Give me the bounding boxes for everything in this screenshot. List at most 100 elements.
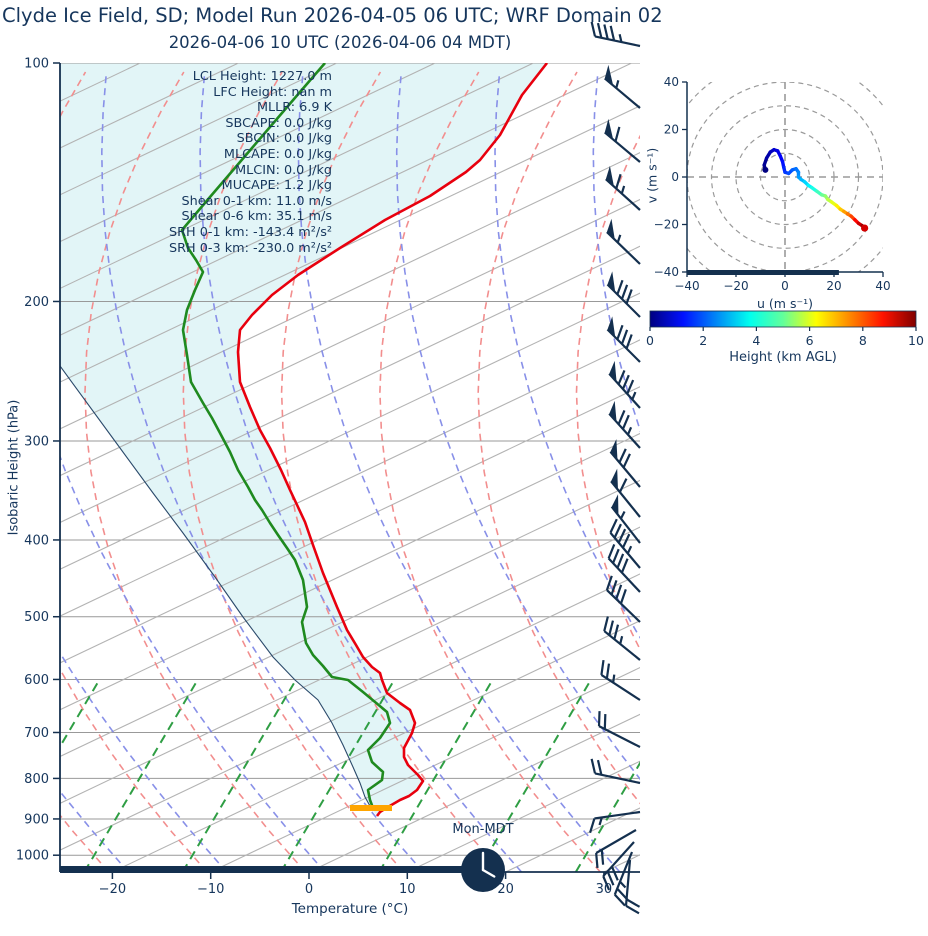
barb-staff [608,413,641,449]
hodograph-u-tick-label: −20 [723,279,748,293]
barb-full [625,289,633,304]
page-title: Clyde Ice Field, SD; Model Run 2026-04-0… [2,4,663,27]
barb-full [620,558,629,574]
pressure-tick-label: 600 [24,673,49,688]
barb-staff [606,328,641,363]
barb-half [626,426,633,436]
colorbar-tick-label: 4 [752,333,760,348]
barb-staff [594,35,641,48]
dry-adiabat-line [60,71,208,872]
barb-full [626,898,641,908]
dry-adiabat-line [182,71,405,872]
barb-full [616,553,625,569]
barb-full [616,279,624,295]
isotherm-line [60,105,640,383]
barb-full [600,849,605,865]
stat-shear-0-6km: Shear 0-6 km: 35.1 m/s [181,209,332,225]
dry-adiabat-line [575,134,640,652]
barb-pennant [607,271,616,293]
sounding-stats-panel: LCL Height: 1227.0 m LFC Height: nan m M… [60,69,332,256]
moist-adiabat-line [199,71,523,872]
dewpoint-curve [180,63,392,809]
barb-pennant [611,494,619,516]
wind-barb [603,616,641,661]
hodograph-u-tick-label: 40 [875,279,890,293]
hodograph-v-tick-label: 20 [664,123,679,137]
isotherm-line [60,63,632,336]
colorbar-label: Height (km AGL) [729,350,837,365]
barb-full [595,852,599,869]
barb-full [617,369,626,385]
isotherm-line [60,245,640,524]
colorbar-tick-label: 2 [699,333,707,348]
colorbar-tick-label: 10 [908,333,924,348]
barb-full [605,575,613,591]
wind-barb [597,711,641,748]
temperature-tick-label: −10 [197,882,224,897]
mixing-ratio-line [476,679,592,872]
barb-half [616,234,622,243]
isotherm-line [60,292,640,570]
hodograph-u-tick-label: 0 [781,279,789,293]
isotherm-line [60,63,534,290]
barb-staff [606,283,641,318]
barb-full [590,21,597,37]
barb-staff [610,480,641,518]
barb-full [603,616,609,632]
clock-hand [481,868,496,878]
barb-full [605,663,611,679]
wind-barb [590,21,641,48]
mixing-ratio-line [60,679,101,749]
stat-mllr: MLLR: 6.9 K [257,100,332,116]
stat-srh-0-3km: SRH 0-3 km: -230.0 m²/s² [169,240,332,256]
barb-full [618,478,628,493]
wind-barb [608,400,641,449]
barb-pennant [604,64,614,86]
pressure-tick-label: 300 [24,434,49,449]
barb-full [612,548,620,564]
barb-staff [602,841,635,877]
moist-adiabat-line [100,71,424,872]
mixing-ratio-line [280,679,396,872]
barb-staff [624,859,632,906]
barb-full [615,173,622,189]
temperature-tick-label: 0 [305,882,313,897]
wind-barb [606,218,641,265]
hodograph-v-tick-label: 0 [671,170,679,184]
barb-full [613,523,622,539]
barb-half [615,80,620,89]
pressure-tick-label: 1000 [16,849,49,864]
isotherm-line [60,198,640,477]
pressure-tick-label: 700 [24,726,49,741]
hodograph-trace-start [762,166,769,173]
pressure-tick-label: 400 [24,533,49,548]
stat-sbcape: SBCAPE: 0.0 J/kg [225,115,332,131]
barb-pennant [609,360,617,382]
barb-staff [598,725,641,748]
barb-staff [613,851,634,896]
wind-barb [589,810,641,834]
stat-sbcin: SBCIN: 0.0 J/kg [236,131,332,147]
barb-full [613,624,620,640]
barb-staff [594,772,641,785]
barb-full [626,379,635,395]
barb-half [612,674,616,683]
barb-staff [609,532,641,569]
barb-full [590,758,597,774]
isotherm-line [60,432,640,711]
barb-full [613,893,626,907]
barb-half [618,34,623,43]
stat-mlcin: MLCIN: 0.0 J/kg [235,162,332,178]
hodograph-u-axis-label: u (m s⁻¹) [757,296,813,311]
pressure-axis-label: Isobaric Height (hPa) [6,399,22,536]
dry-adiabat-line [84,71,306,872]
barb-full [606,870,615,886]
barb-full [620,284,629,300]
barb-pennant [606,218,615,240]
barb-staff [603,630,641,661]
barb-full [610,580,618,595]
barb-full [618,448,627,463]
stat-shear-0-1km: Shear 0-1 km: 11.0 m/s [181,193,332,209]
temperature-axis-label: Temperature (°C) [291,901,409,917]
clock-icon [461,848,505,892]
